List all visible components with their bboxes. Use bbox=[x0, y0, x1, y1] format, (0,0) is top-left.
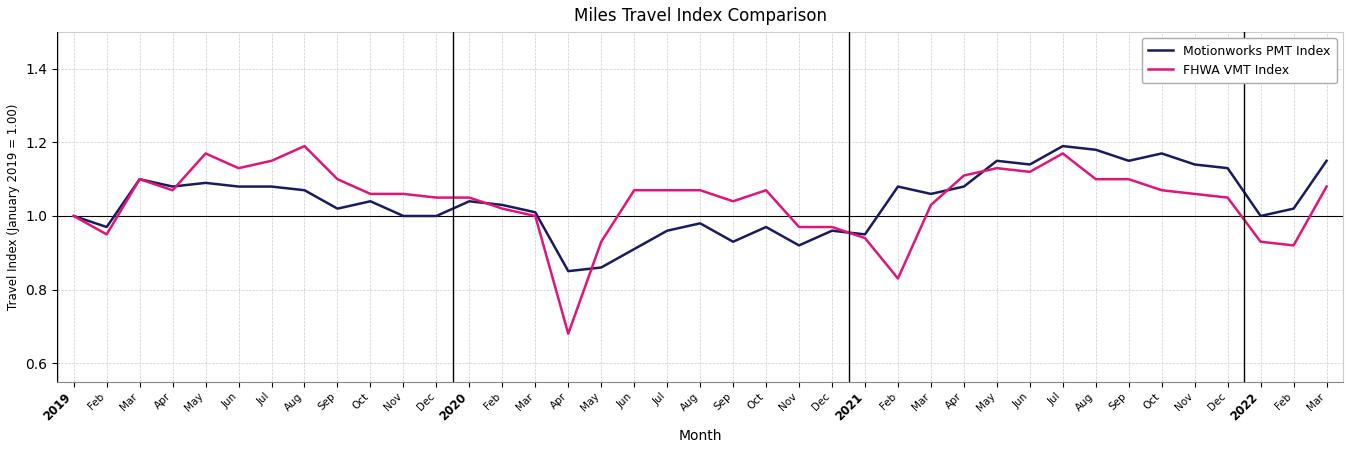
Motionworks PMT Index bbox=[165, 184, 181, 189]
Motionworks PMT Index bbox=[659, 228, 675, 234]
FHWA VMT Index bbox=[197, 151, 213, 156]
Motionworks PMT Index bbox=[263, 184, 279, 189]
Motionworks PMT Index bbox=[1285, 206, 1301, 211]
Motionworks PMT Index bbox=[99, 224, 115, 230]
Title: Miles Travel Index Comparison: Miles Travel Index Comparison bbox=[574, 7, 826, 25]
FHWA VMT Index bbox=[66, 213, 82, 219]
Motionworks PMT Index bbox=[1088, 147, 1104, 153]
Motionworks PMT Index bbox=[923, 191, 940, 197]
Motionworks PMT Index bbox=[462, 198, 478, 204]
Motionworks PMT Index bbox=[66, 213, 82, 219]
Motionworks PMT Index bbox=[528, 210, 544, 215]
Motionworks PMT Index bbox=[1219, 166, 1235, 171]
FHWA VMT Index bbox=[1219, 195, 1235, 200]
FHWA VMT Index bbox=[626, 188, 643, 193]
FHWA VMT Index bbox=[1253, 239, 1269, 244]
Motionworks PMT Index bbox=[1120, 158, 1137, 163]
Motionworks PMT Index bbox=[857, 232, 873, 237]
FHWA VMT Index bbox=[297, 144, 313, 149]
FHWA VMT Index bbox=[1154, 188, 1170, 193]
FHWA VMT Index bbox=[560, 331, 576, 337]
Motionworks PMT Index bbox=[626, 247, 643, 252]
FHWA VMT Index bbox=[857, 235, 873, 241]
FHWA VMT Index bbox=[528, 213, 544, 219]
Motionworks PMT Index bbox=[1022, 162, 1038, 167]
Motionworks PMT Index bbox=[131, 176, 147, 182]
FHWA VMT Index bbox=[659, 188, 675, 193]
FHWA VMT Index bbox=[757, 188, 774, 193]
Motionworks PMT Index bbox=[362, 198, 378, 204]
FHWA VMT Index bbox=[263, 158, 279, 163]
Motionworks PMT Index bbox=[890, 184, 906, 189]
Motionworks PMT Index bbox=[791, 243, 807, 248]
FHWA VMT Index bbox=[988, 166, 1004, 171]
Line: FHWA VMT Index: FHWA VMT Index bbox=[74, 146, 1327, 334]
Motionworks PMT Index bbox=[956, 184, 972, 189]
Legend: Motionworks PMT Index, FHWA VMT Index: Motionworks PMT Index, FHWA VMT Index bbox=[1142, 38, 1336, 83]
Motionworks PMT Index bbox=[1319, 158, 1335, 163]
FHWA VMT Index bbox=[890, 276, 906, 281]
FHWA VMT Index bbox=[362, 191, 378, 197]
Motionworks PMT Index bbox=[428, 213, 444, 219]
FHWA VMT Index bbox=[824, 224, 840, 230]
FHWA VMT Index bbox=[1319, 184, 1335, 189]
FHWA VMT Index bbox=[329, 176, 346, 182]
FHWA VMT Index bbox=[725, 198, 741, 204]
Motionworks PMT Index bbox=[1253, 213, 1269, 219]
FHWA VMT Index bbox=[593, 239, 609, 244]
FHWA VMT Index bbox=[1054, 151, 1071, 156]
Motionworks PMT Index bbox=[757, 224, 774, 230]
Motionworks PMT Index bbox=[396, 213, 412, 219]
FHWA VMT Index bbox=[494, 206, 510, 211]
Motionworks PMT Index bbox=[329, 206, 346, 211]
Motionworks PMT Index bbox=[231, 184, 247, 189]
Motionworks PMT Index bbox=[560, 269, 576, 274]
Motionworks PMT Index bbox=[593, 265, 609, 270]
FHWA VMT Index bbox=[1285, 243, 1301, 248]
FHWA VMT Index bbox=[956, 173, 972, 178]
FHWA VMT Index bbox=[462, 195, 478, 200]
Motionworks PMT Index bbox=[693, 220, 709, 226]
Motionworks PMT Index bbox=[297, 188, 313, 193]
Motionworks PMT Index bbox=[1154, 151, 1170, 156]
Motionworks PMT Index bbox=[1187, 162, 1203, 167]
Line: Motionworks PMT Index: Motionworks PMT Index bbox=[74, 146, 1327, 271]
X-axis label: Month: Month bbox=[679, 429, 722, 443]
FHWA VMT Index bbox=[396, 191, 412, 197]
Motionworks PMT Index bbox=[988, 158, 1004, 163]
Motionworks PMT Index bbox=[197, 180, 213, 185]
FHWA VMT Index bbox=[791, 224, 807, 230]
FHWA VMT Index bbox=[99, 232, 115, 237]
Motionworks PMT Index bbox=[725, 239, 741, 244]
Motionworks PMT Index bbox=[824, 228, 840, 234]
Motionworks PMT Index bbox=[1054, 144, 1071, 149]
FHWA VMT Index bbox=[923, 202, 940, 207]
Motionworks PMT Index bbox=[494, 202, 510, 207]
FHWA VMT Index bbox=[1120, 176, 1137, 182]
FHWA VMT Index bbox=[1088, 176, 1104, 182]
FHWA VMT Index bbox=[1187, 191, 1203, 197]
Y-axis label: Travel Index (January 2019 = 1.00): Travel Index (January 2019 = 1.00) bbox=[7, 104, 20, 310]
FHWA VMT Index bbox=[1022, 169, 1038, 175]
FHWA VMT Index bbox=[131, 176, 147, 182]
FHWA VMT Index bbox=[165, 188, 181, 193]
FHWA VMT Index bbox=[428, 195, 444, 200]
FHWA VMT Index bbox=[231, 166, 247, 171]
FHWA VMT Index bbox=[693, 188, 709, 193]
